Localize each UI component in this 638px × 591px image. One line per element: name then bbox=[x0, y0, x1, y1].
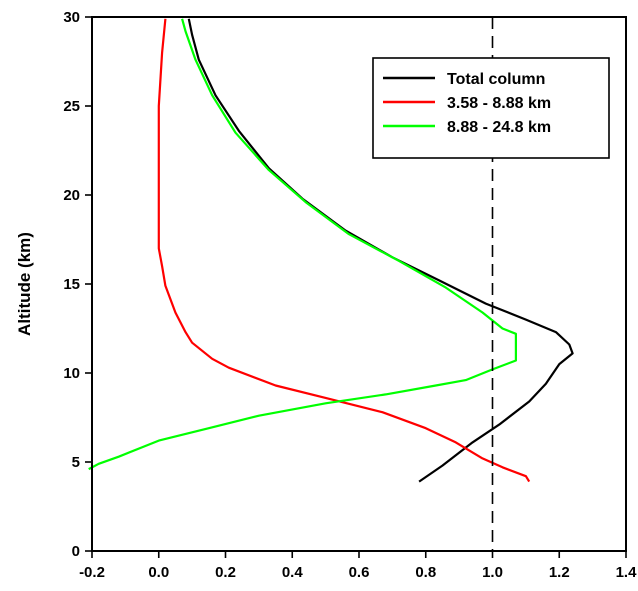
legend: Total column 3.58 - 8.88 km 8.88 - 24.8 km bbox=[372, 57, 610, 159]
y-tick-label: 0 bbox=[72, 543, 80, 560]
x-tick-label: 1.0 bbox=[482, 564, 503, 581]
x-tick-label: 0.2 bbox=[215, 564, 236, 581]
legend-label: Total column bbox=[447, 71, 545, 88]
series-line-3 bbox=[88, 18, 518, 471]
y-tick-label: 25 bbox=[63, 98, 80, 115]
x-tick-label: 0.6 bbox=[349, 564, 370, 581]
y-axis: 0 5 10 15 20 25 30 bbox=[63, 9, 92, 560]
x-tick-label: 0.8 bbox=[415, 564, 436, 581]
series-line-2 bbox=[157, 18, 531, 483]
x-tick-label: 1.2 bbox=[549, 564, 570, 581]
x-tick-label: 0.4 bbox=[282, 564, 304, 581]
y-tick-label: 30 bbox=[63, 9, 80, 26]
y-tick-label: 20 bbox=[63, 187, 80, 204]
plot-lines bbox=[88, 18, 574, 483]
x-axis: -0.2 0.0 0.2 0.4 0.6 0.8 1.0 1.2 1.4 bbox=[79, 551, 637, 581]
series-line-1 bbox=[187, 18, 574, 483]
y-tick-label: 10 bbox=[63, 365, 80, 382]
y-tick-label: 5 bbox=[72, 454, 80, 471]
legend-label: 8.88 - 24.8 km bbox=[447, 119, 551, 136]
x-tick-label: 1.4 bbox=[616, 564, 638, 581]
x-tick-label: -0.2 bbox=[79, 564, 105, 581]
legend-box bbox=[372, 57, 610, 159]
y-axis-label: Altitude (km) bbox=[15, 232, 34, 336]
y-tick-label: 15 bbox=[63, 276, 80, 293]
x-tick-label: 0.0 bbox=[148, 564, 169, 581]
legend-label: 3.58 - 8.88 km bbox=[447, 95, 551, 112]
